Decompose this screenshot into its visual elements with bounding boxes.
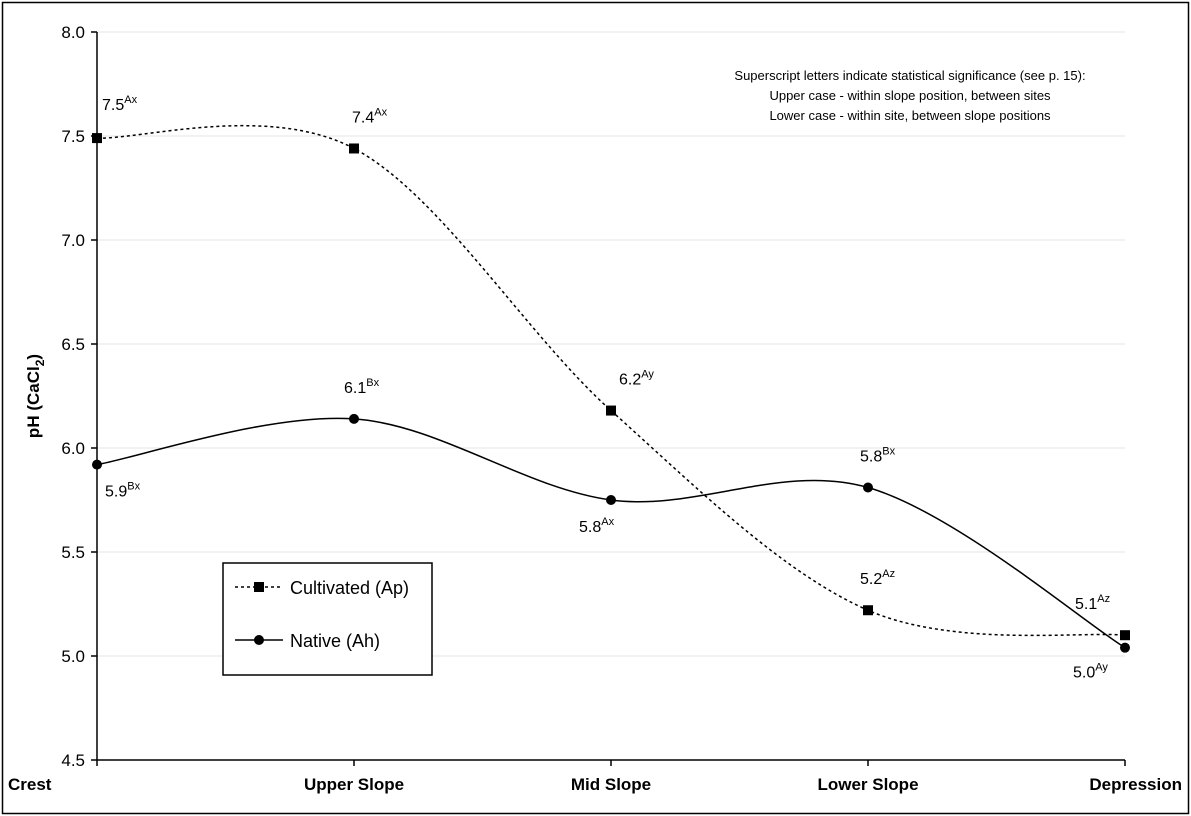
y-axis-label: pH (CaCl2)	[24, 354, 47, 438]
y-tick-label: 5.0	[61, 647, 85, 666]
data-label-superscript: Ax	[124, 94, 137, 106]
y-label-text: pH (CaCl	[24, 366, 43, 438]
x-tick-label: Mid Slope	[571, 775, 651, 794]
data-label: 5.2Az	[860, 568, 895, 588]
y-tick-label: 8.0	[61, 23, 85, 42]
data-label-superscript: Bx	[366, 377, 379, 389]
data-label: 7.4Ax	[352, 106, 388, 126]
data-label-value: 6.1	[344, 380, 366, 397]
annotation: Superscript letters indicate statistical…	[734, 68, 1085, 83]
legend-box	[222, 562, 433, 676]
series-line	[96, 124, 1126, 637]
data-label-superscript: Ax	[601, 516, 614, 528]
data-label-superscript: Bx	[882, 446, 895, 458]
data-label: 7.5Ax	[102, 94, 138, 114]
y-tick-label: 7.0	[61, 231, 85, 250]
marker	[606, 495, 616, 505]
y-label-text: )	[24, 354, 43, 360]
data-label-superscript: Bx	[127, 481, 140, 493]
x-tick-label: Lower Slope	[817, 775, 918, 794]
data-label-superscript: Az	[882, 568, 895, 580]
annotation: Lower case - within site, between slope …	[769, 108, 1051, 123]
data-label-superscript: Ay	[641, 369, 654, 381]
marker	[349, 413, 359, 424]
annotation: Upper case - within slope position, betw…	[769, 88, 1051, 103]
x-tick-label: Depression	[1089, 775, 1182, 794]
data-label-value: 5.8	[579, 519, 601, 536]
data-label: 5.0Ay	[1073, 662, 1108, 682]
x-tick-label: Crest	[8, 775, 52, 794]
data-label: 5.1Az	[1075, 593, 1110, 613]
legend-label: Cultivated (Ap)	[290, 578, 409, 598]
marker	[1120, 630, 1130, 641]
y-tick-label: 6.5	[61, 335, 85, 354]
data-label: 6.2Ay	[619, 369, 654, 389]
legend-label: Native (Ah)	[290, 631, 380, 651]
data-label: 6.1Bx	[344, 377, 380, 397]
marker	[863, 482, 873, 493]
legend-marker	[254, 635, 264, 645]
marker	[863, 605, 873, 616]
marker	[349, 143, 359, 154]
data-label-value: 7.4	[352, 109, 374, 126]
marker	[606, 405, 616, 416]
y-tick-label: 5.5	[61, 543, 85, 562]
data-label-superscript: Az	[1097, 593, 1110, 605]
marker	[92, 133, 102, 144]
data-label-superscript: Ay	[1095, 662, 1108, 674]
y-tick-label: 6.0	[61, 439, 85, 458]
y-label-subscript: 2	[33, 359, 47, 366]
x-tick-label: Upper Slope	[304, 775, 404, 794]
legend-marker	[254, 582, 264, 592]
data-label-value: 7.5	[102, 97, 124, 114]
marker	[92, 459, 102, 470]
data-label-value: 5.0	[1073, 665, 1095, 682]
data-label-superscript: Ax	[374, 106, 387, 118]
data-label-value: 5.1	[1075, 596, 1097, 613]
data-label: 5.9Bx	[105, 481, 141, 501]
data-label: 5.8Bx	[860, 446, 896, 466]
marker	[1120, 642, 1130, 653]
y-tick-label: 7.5	[61, 127, 85, 146]
data-label: 5.8Ax	[579, 516, 615, 536]
data-label-value: 6.2	[619, 372, 641, 389]
data-label-value: 5.8	[860, 449, 882, 466]
data-label-value: 5.2	[860, 571, 882, 588]
data-label-value: 5.9	[105, 484, 127, 501]
y-tick-label: 4.5	[61, 751, 85, 770]
